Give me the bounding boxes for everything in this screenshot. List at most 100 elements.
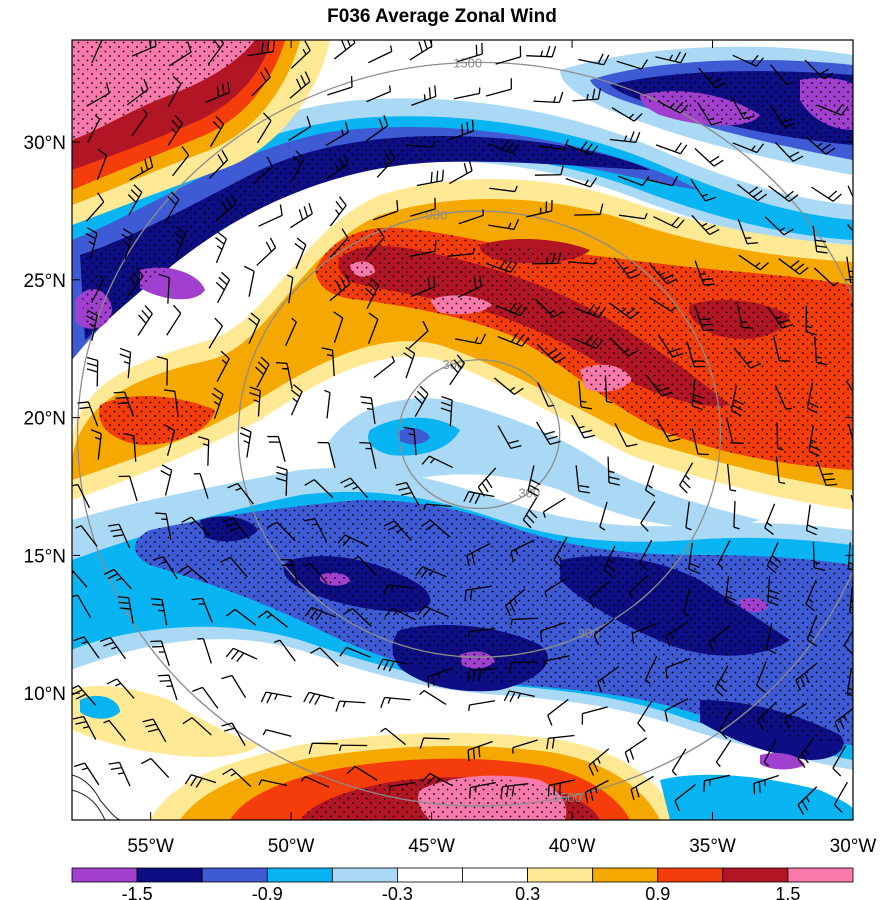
wind-barb [290,384,303,416]
wind-barb [106,678,135,699]
wind-barb [726,417,744,444]
wind-barb [697,102,723,126]
wind-barb [449,160,473,185]
wind-barb [767,575,780,606]
wind-barb [504,588,526,617]
wind-barb [774,141,804,162]
wind-barb [373,200,399,221]
wind-barb [252,156,273,185]
wind-barb [804,59,834,80]
wind-barb [679,462,694,494]
wind-barb [655,142,688,155]
wind-barb [339,646,371,658]
wind-barb [468,700,496,712]
wind-barb [581,706,608,725]
wind-barb [603,545,616,578]
x-tick-label: 35°W [689,836,736,857]
wind-barb [466,543,491,567]
wind-barb [310,647,339,667]
wind-barb [258,204,283,227]
wind-barb [335,700,366,712]
wind-barb [72,594,92,619]
wind-barb [846,256,853,284]
wind-barb [337,534,369,547]
wind-barb [618,213,648,220]
wind-barb [74,762,100,786]
wind-barb [294,237,307,270]
wind-barb [534,298,564,318]
wind-barb [503,690,535,703]
se-cyan-corner [660,774,853,820]
wind-barb [366,85,392,103]
wind-barb [285,317,297,347]
wind-barb [325,153,349,180]
wind-barb [732,54,764,67]
wind-barb [90,429,102,460]
wind-barb [290,40,311,69]
wind-barb [142,718,167,743]
wind-barb [644,465,656,497]
wind-barb [817,103,849,116]
wind-barb [691,428,709,456]
wind-barb [656,418,681,443]
wind-barb [733,501,740,530]
wind-barb [553,536,568,569]
colorbar-swatch [71,867,138,883]
wind-barb [568,258,598,265]
wind-barb [226,608,257,626]
wind-barb [222,517,250,540]
y-axis: 10°N 15°N 20°N 25°N 30°N [24,133,853,705]
wind-barb [280,559,299,586]
wind-barb [321,347,335,377]
wind-barb [192,686,219,709]
colorbar-swatch [722,867,789,883]
y-tick-label: 10°N [24,684,66,705]
wind-barb [346,765,378,781]
wind-barb [221,674,247,699]
wind-barb [96,148,108,181]
wind-barb [197,637,213,664]
wind-barb [694,260,715,286]
wind-barb [273,639,296,662]
colorbar-swatch [331,867,398,883]
wind-barb [843,629,853,654]
wind-barb [805,136,836,155]
wind-barb [649,263,678,285]
wind-barb [775,456,786,484]
wind-barb [411,85,437,106]
wind-barb [99,636,126,660]
wind-barb [814,336,828,366]
wind-barb [655,51,687,64]
wind-barb [108,761,131,787]
y-tick-label: 30°N [24,133,66,154]
wind-barb [220,556,248,578]
wind-barb [604,375,613,404]
wind-barb [342,608,372,628]
wind-barb [166,304,182,336]
wind-barb [360,396,376,424]
wind-barb [730,95,755,120]
wind-barb [778,258,809,275]
wind-barb [497,332,530,347]
wind-barb [304,479,334,499]
x-axis: 55°W 50°W 45°W 40°W 35°W 30°W [127,40,876,857]
wind-barb [353,556,377,577]
wind-barb [774,385,792,410]
wind-barb [466,668,496,682]
wind-barbs [72,40,853,815]
wind-barb [324,389,331,419]
wind-barb [813,267,839,287]
wind-barb [458,209,484,225]
wind-barb [262,729,292,737]
wind-barb [784,702,808,729]
wind-barb [708,625,731,652]
wind-barb [832,745,847,777]
wind-barb [806,382,819,414]
wind-barb [628,574,649,599]
wind-barb [766,541,781,574]
wind-barb [665,658,691,679]
wind-barb [540,621,566,642]
y-tick-label: 20°N [24,409,66,430]
wind-barb [616,59,648,70]
colorbar-swatch [397,867,463,883]
